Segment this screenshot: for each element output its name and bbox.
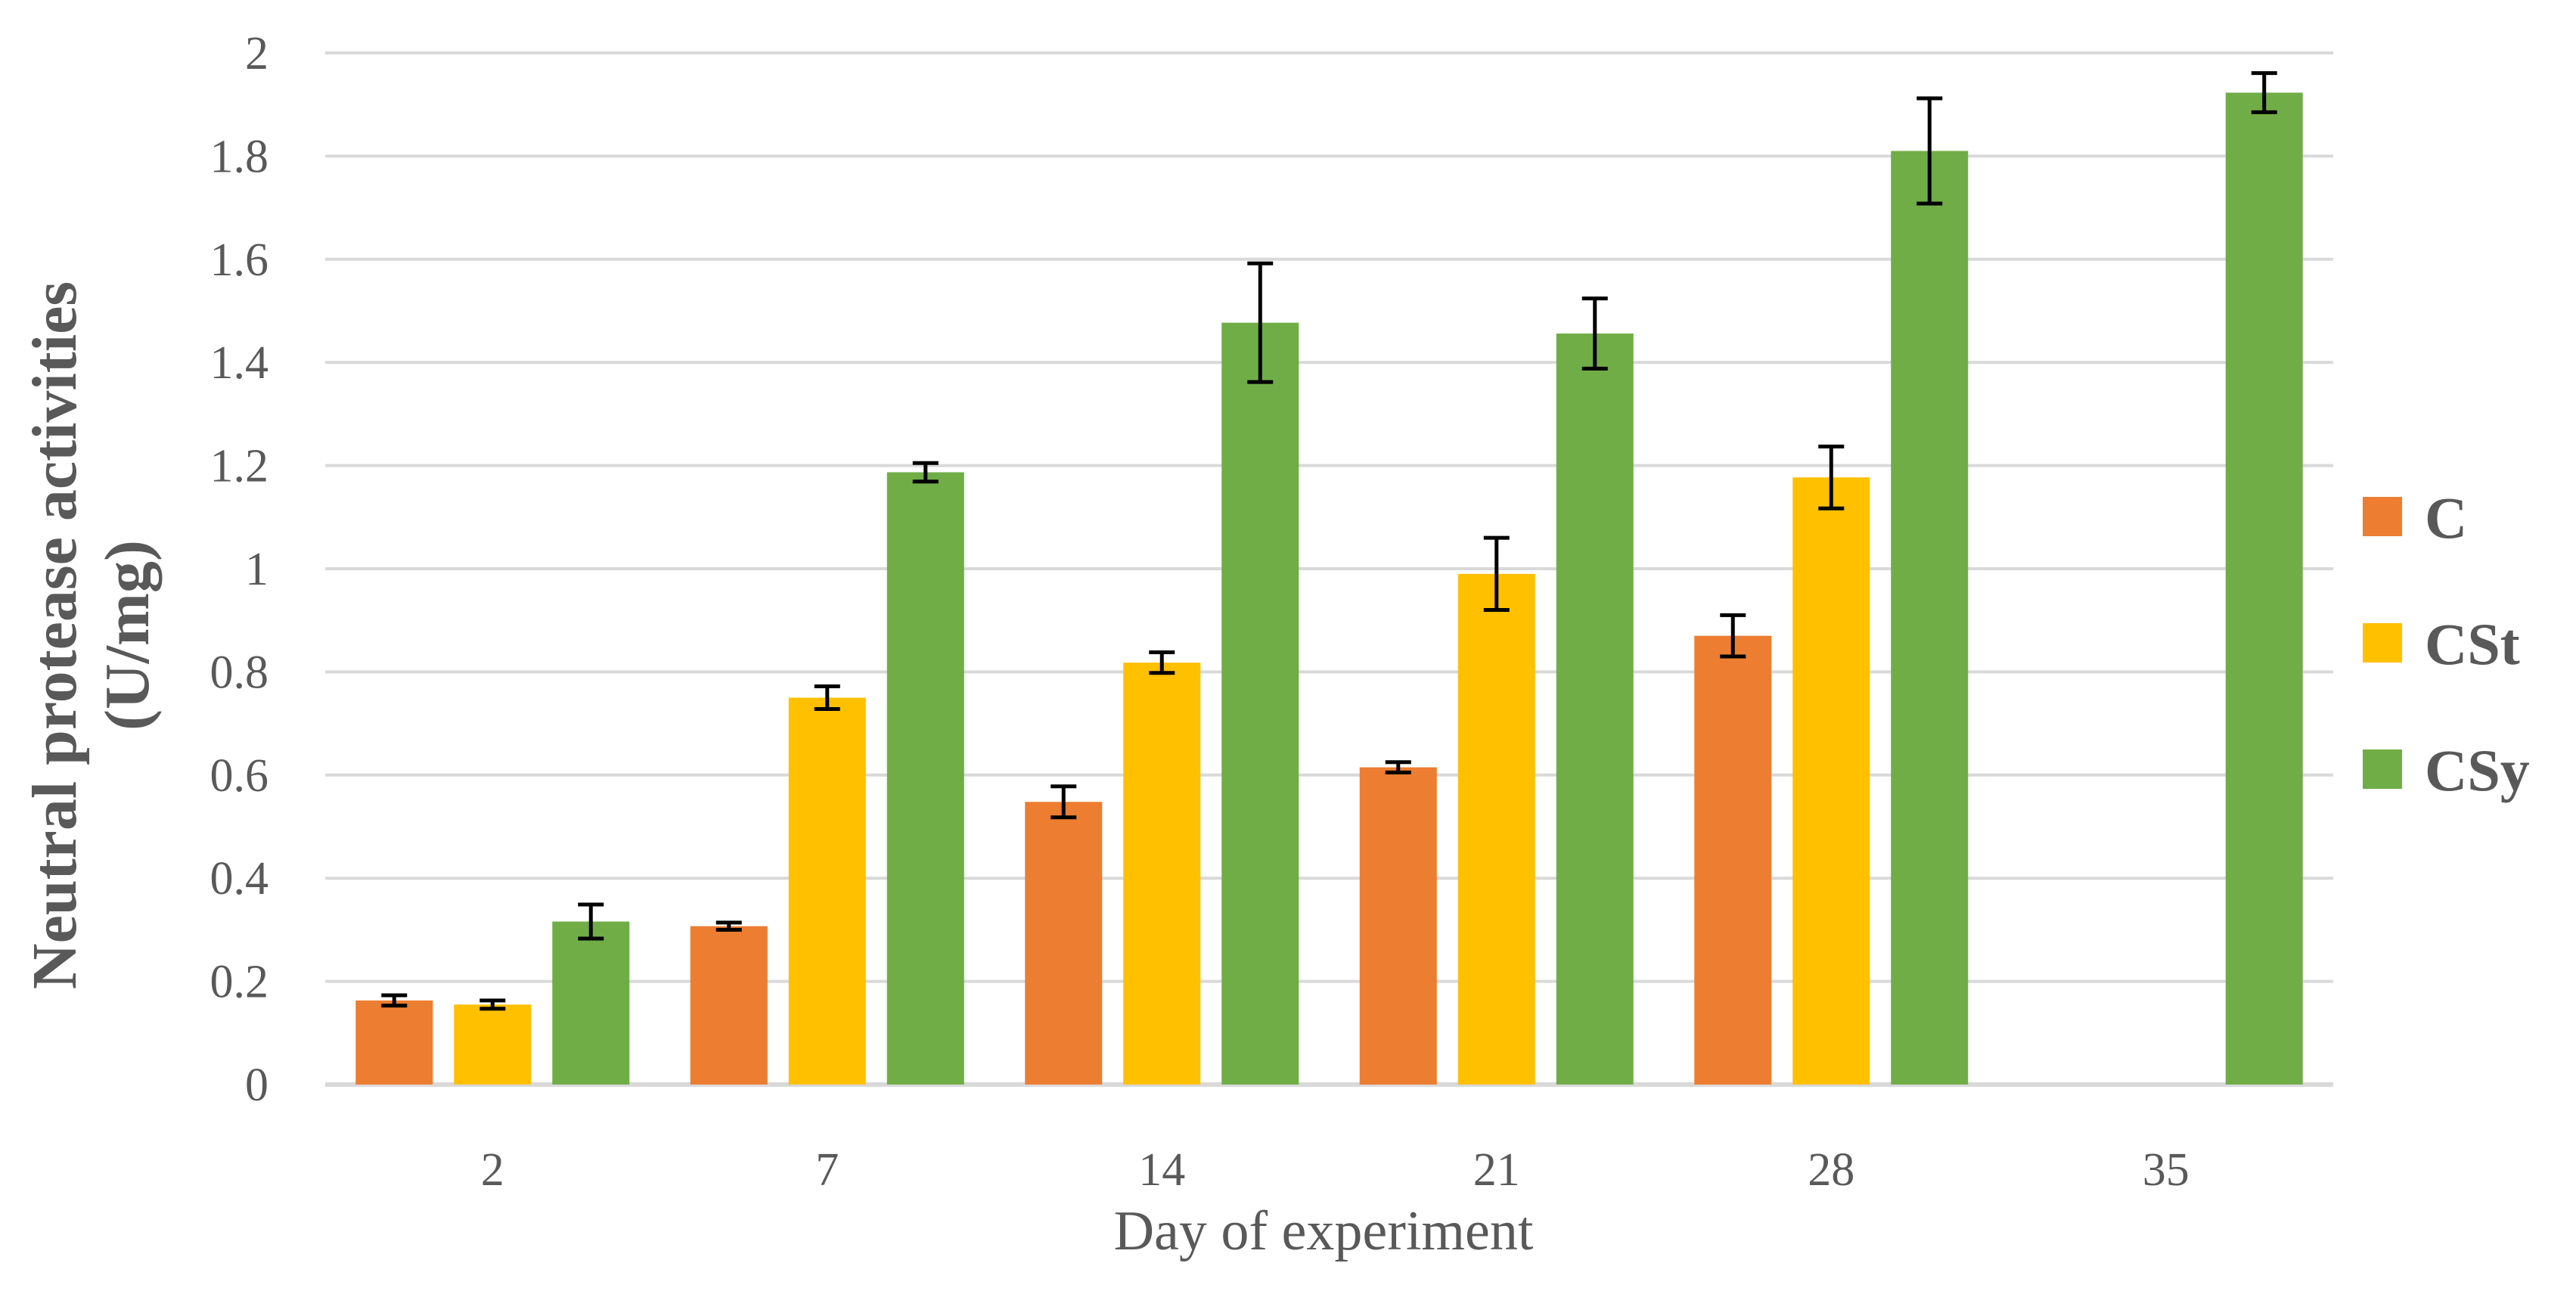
bar-c-day-21	[1359, 767, 1437, 1085]
x-axis-ticks: 2 7 14 21 28 35	[481, 1144, 2190, 1196]
x-tick-label: 21	[1473, 1144, 1520, 1196]
error-bar-cst-day-14	[1149, 650, 1175, 675]
legend-item-cst: CSt	[2363, 611, 2520, 677]
y-tick-label: 1.4	[210, 337, 269, 389]
y-tick-label: 1.8	[210, 131, 269, 182]
legend-label: CSt	[2425, 611, 2520, 677]
x-tick-label: 2	[481, 1144, 504, 1196]
legend-swatch	[2363, 623, 2402, 663]
legend-item-csy: CSy	[2363, 737, 2530, 803]
y-tick-label: 2	[245, 28, 268, 79]
bar-csy-day-14	[1221, 322, 1299, 1085]
x-axis-title: Day of experiment	[1114, 1200, 1534, 1262]
error-bar-cst-day-28	[1818, 444, 1845, 511]
error-bar-csy-day-21	[1581, 296, 1608, 371]
error-bars	[381, 71, 2277, 1011]
error-bar-csy-day-7	[912, 461, 939, 484]
error-bar-csy-day-35	[2251, 71, 2277, 114]
y-tick-label: 0.4	[210, 853, 269, 905]
bar-c-day-2	[355, 1000, 433, 1085]
error-bar-c-day-28	[1720, 613, 1746, 659]
error-bar-csy-day-28	[1916, 96, 1943, 206]
error-bar-c-day-21	[1385, 760, 1411, 774]
error-bar-c-day-14	[1051, 784, 1077, 820]
bar-cst-day-21	[1457, 573, 1535, 1085]
error-bar-c-day-7	[715, 920, 742, 932]
x-tick-label: 14	[1138, 1144, 1185, 1196]
bar-csy-day-35	[2225, 92, 2303, 1085]
bar-cst-day-7	[788, 697, 866, 1085]
x-tick-label: 7	[815, 1144, 839, 1196]
bar-csy-day-2	[552, 921, 630, 1085]
y-axis-ticks: 0 0.2 0.4 0.6 0.8 1 1.2 1.4 1.6 1.8 2	[210, 28, 269, 1111]
legend-label: CSy	[2425, 737, 2530, 803]
bar-cst-day-28	[1792, 477, 1870, 1085]
y-tick-label: 0.6	[210, 750, 269, 802]
legend-swatch	[2363, 497, 2402, 536]
bar-csy-day-7	[886, 472, 964, 1085]
error-bar-csy-day-2	[578, 902, 604, 941]
bar-cst-day-2	[454, 1004, 532, 1085]
bar-c-day-14	[1025, 802, 1103, 1085]
y-tick-label: 0.8	[210, 647, 269, 698]
y-axis-title-line2: (U/mg)	[92, 540, 163, 731]
error-bar-c-day-2	[381, 993, 408, 1008]
bar-c-day-28	[1694, 635, 1772, 1085]
x-tick-label: 28	[1808, 1144, 1854, 1196]
error-bar-cst-day-7	[814, 684, 840, 712]
bar-cst-day-14	[1123, 663, 1201, 1085]
y-tick-label: 0	[245, 1060, 268, 1111]
y-axis-title: Neutral protease activities (U/mg)	[20, 281, 163, 989]
y-tick-label: 0.2	[210, 957, 269, 1008]
bar-c-day-7	[690, 926, 768, 1085]
legend-item-c: C	[2363, 485, 2467, 551]
legend-label: C	[2425, 485, 2467, 551]
y-tick-label: 1	[245, 544, 268, 595]
bar-csy-day-21	[1556, 334, 1634, 1085]
error-bar-csy-day-14	[1247, 261, 1274, 384]
y-tick-label: 1.2	[210, 441, 269, 492]
y-tick-label: 1.6	[210, 234, 269, 286]
legend-swatch	[2363, 749, 2402, 789]
y-axis-title-line1: Neutral protease activities	[20, 281, 90, 989]
bar-csy-day-28	[1891, 151, 1969, 1085]
bars	[355, 92, 2303, 1085]
legend: C CSt CSy	[2363, 485, 2530, 803]
error-bar-cst-day-2	[480, 998, 506, 1011]
gridlines	[325, 51, 2333, 1087]
error-bar-cst-day-21	[1483, 535, 1510, 613]
x-tick-label: 35	[2143, 1144, 2190, 1196]
